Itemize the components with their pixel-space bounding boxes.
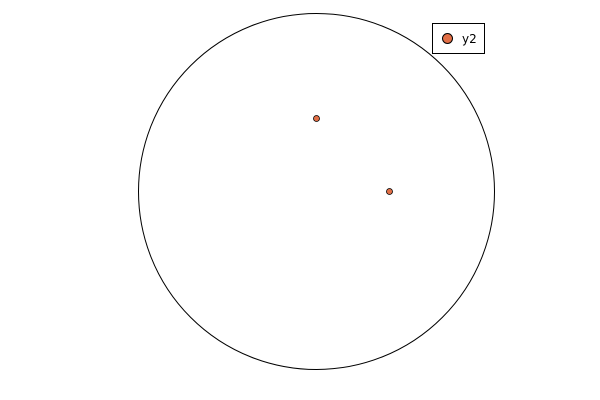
data-point-0-1 xyxy=(386,188,393,195)
legend: y2 xyxy=(432,23,485,54)
series-y2-points xyxy=(313,115,393,195)
legend-box xyxy=(432,23,485,54)
polar-boundary-circle xyxy=(138,13,495,370)
legend-marker-y2 xyxy=(442,33,453,44)
legend-label-y2: y2 xyxy=(462,32,477,46)
data-point-0-0 xyxy=(313,115,320,122)
